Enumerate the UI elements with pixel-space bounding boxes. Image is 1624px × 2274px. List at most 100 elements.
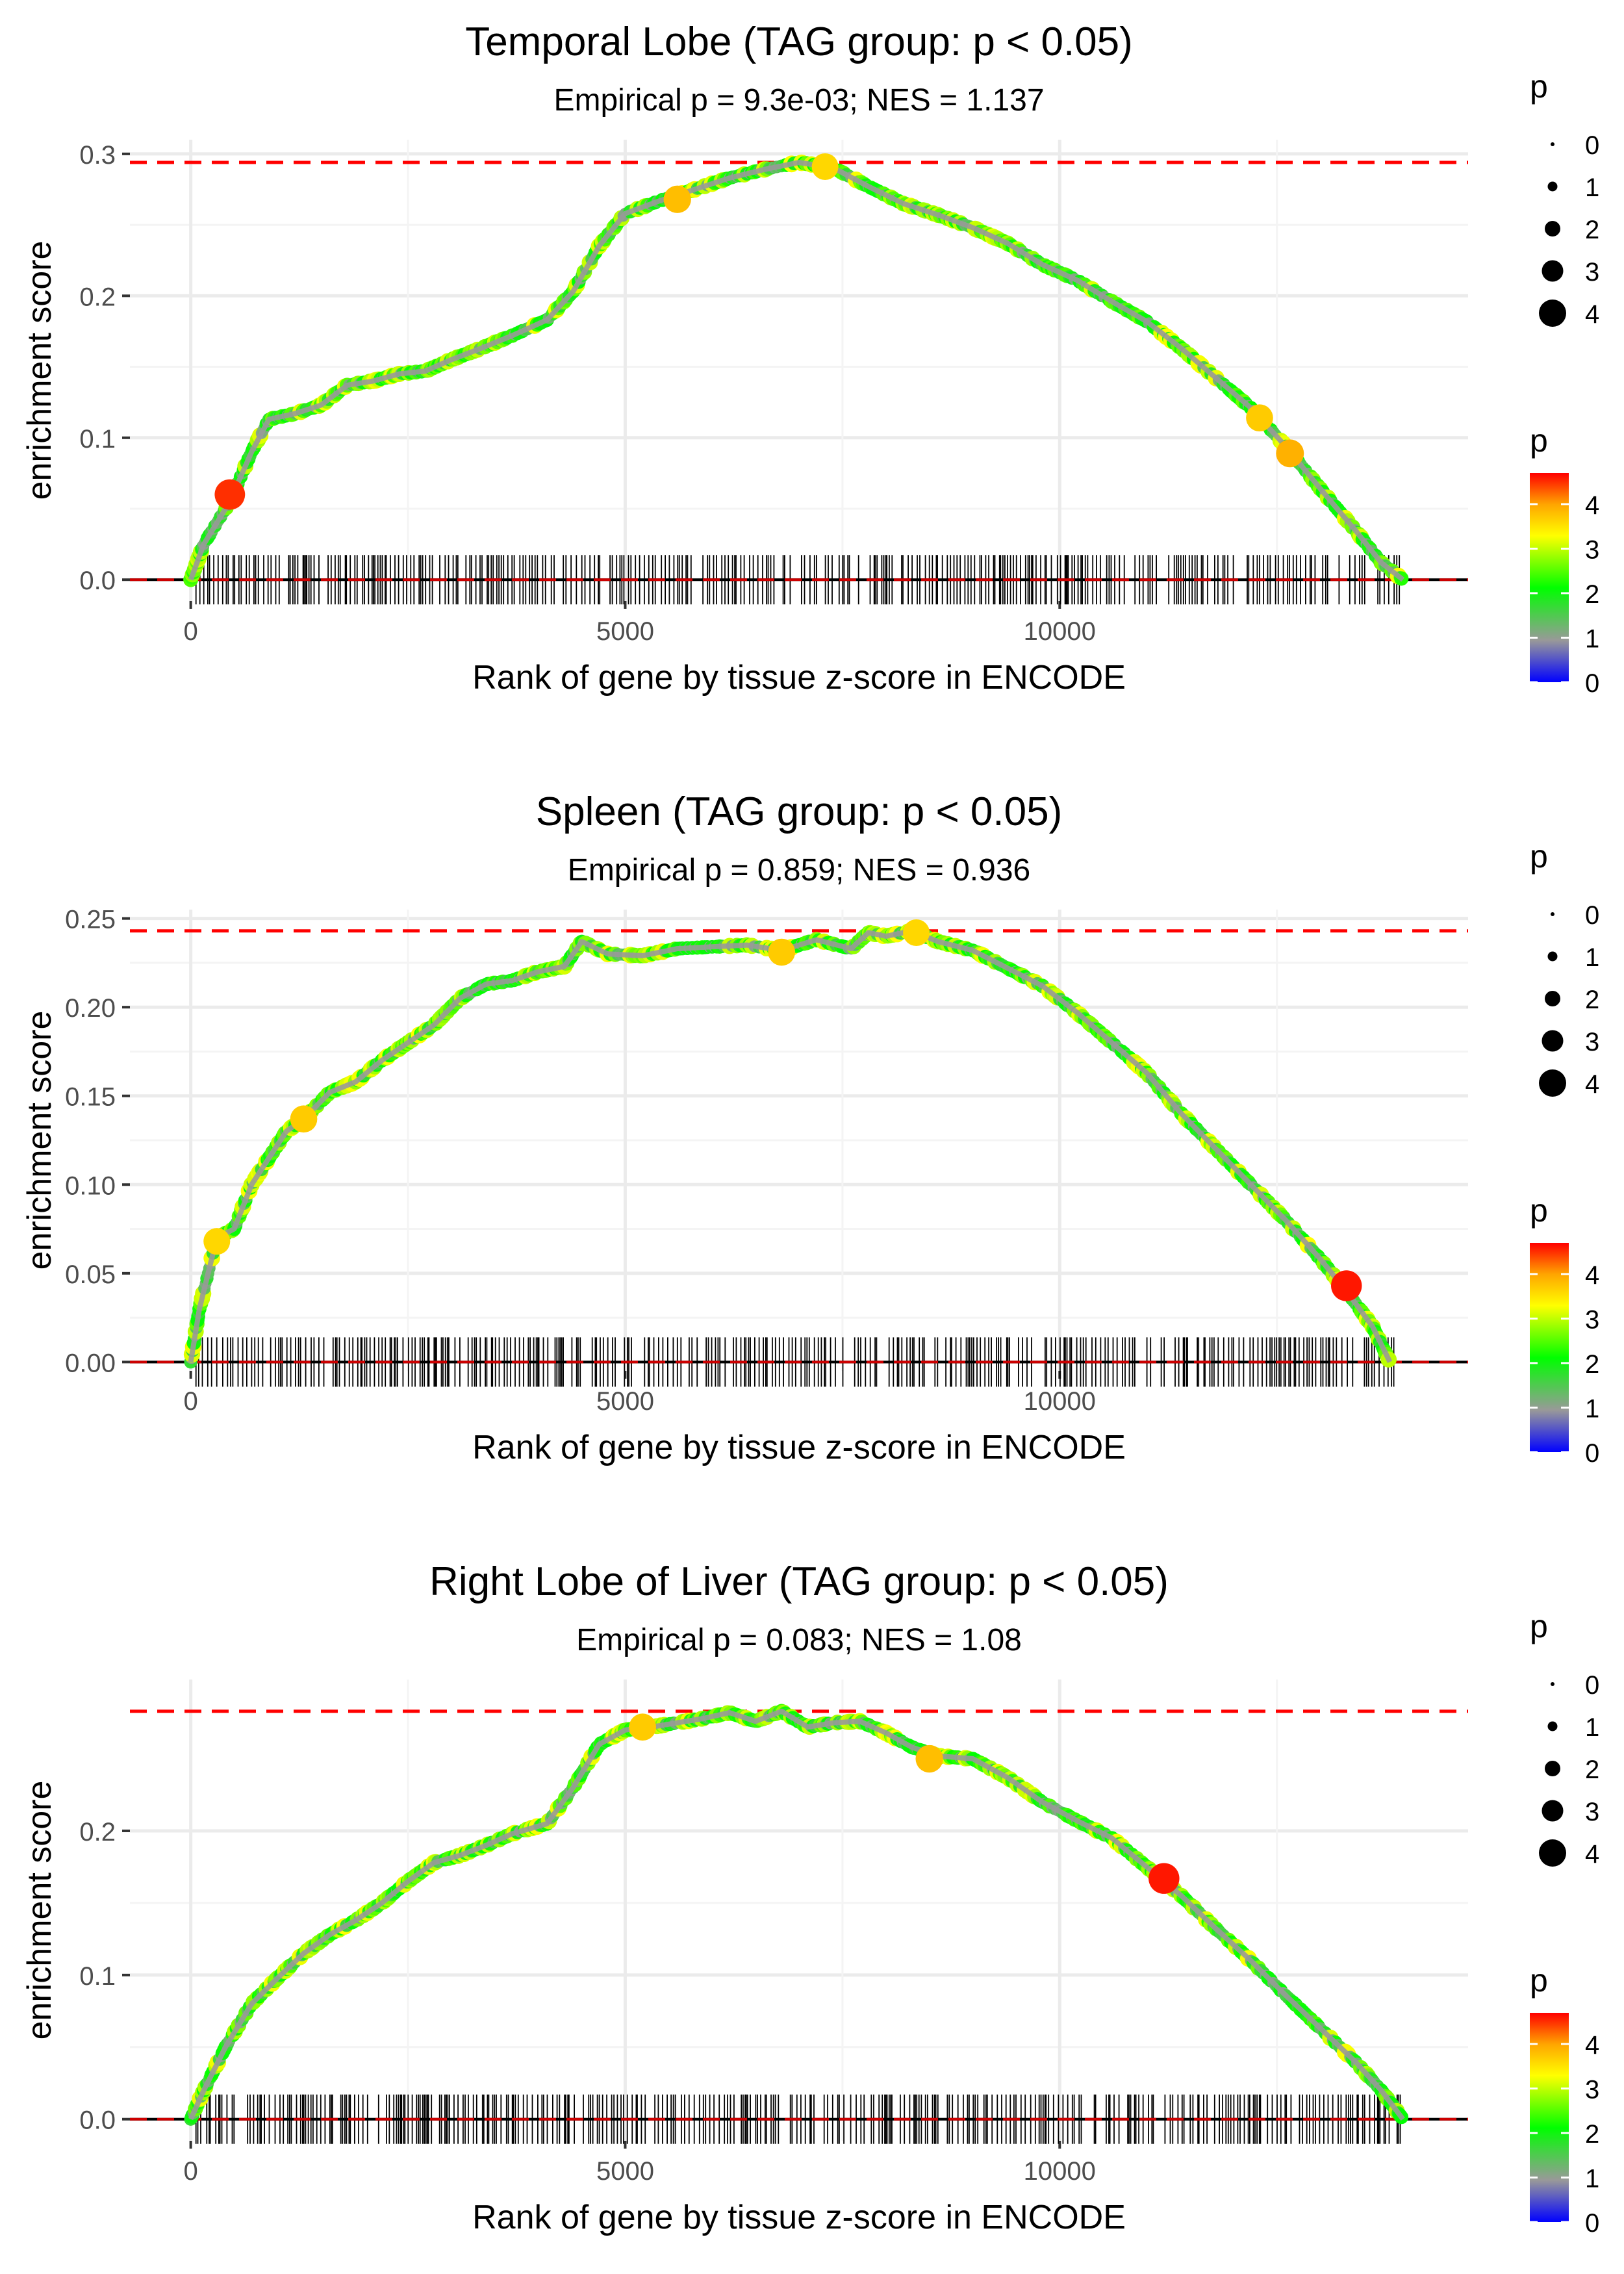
size-legend-label: 2 [1585,986,1599,1014]
curve-points [183,154,1409,587]
color-legend-label: 2 [1585,2120,1599,2149]
size-legend-dot [1551,142,1554,146]
size-legend-dot [1547,951,1558,962]
size-legend-dot [1542,260,1564,282]
y-tick-label: 0.1 [79,425,116,454]
size-legend: p 0 1 2 3 4 [1530,838,1599,1099]
size-legend: p 0 1 2 3 4 [1530,1608,1599,1869]
color-legend-title: p [1530,422,1548,459]
size-legend-label: 3 [1585,1028,1599,1056]
size-legend-title: p [1530,838,1548,875]
x-tick-label: 10000 [1024,1387,1096,1416]
highlight-point [663,185,691,213]
highlight-point [811,153,839,181]
size-legend-dot [1547,1721,1558,1731]
highlight-point [1331,1270,1362,1301]
size-legend-dot [1545,991,1560,1006]
enrichment-curve [188,928,1393,1364]
size-legend-label: 4 [1585,300,1599,329]
size-legend-label: 1 [1585,1713,1599,1742]
color-legend-label: 2 [1585,1350,1599,1379]
x-axis-label: Rank of gene by tissue z-score in ENCODE [472,659,1126,696]
color-legend-label: 3 [1585,1305,1599,1334]
x-tick-label: 0 [184,1387,198,1416]
size-legend-dot [1542,1030,1564,1052]
highlight-point [903,919,930,947]
y-axis-label: enrichment score [21,241,58,500]
color-legend-bar [1530,1243,1569,1452]
y-tick-label: 0.15 [65,1083,116,1112]
y-axis-label: enrichment score [21,1781,58,2040]
x-axis-label: Rank of gene by tissue z-score in ENCODE [472,2199,1126,2236]
x-tick-label: 5000 [596,1387,654,1416]
color-legend-label: 1 [1585,2164,1599,2193]
y-tick-label: 0.0 [79,567,116,595]
size-legend-label: 0 [1585,901,1599,930]
highlight-point [1246,404,1273,432]
highlight-point [629,1713,657,1741]
size-legend-label: 0 [1585,131,1599,160]
size-legend-dot [1539,1069,1566,1097]
y-tick-label: 0.3 [79,141,116,170]
x-tick-label: 0 [184,617,198,646]
size-legend-dot [1545,1761,1560,1776]
color-legend-label: 4 [1585,1261,1599,1290]
y-tick-label: 0.20 [65,994,116,1023]
grid [130,1680,1468,2141]
color-legend-label: 1 [1585,1394,1599,1423]
highlight-point [290,1105,318,1133]
size-legend-label: 3 [1585,1798,1599,1826]
y-tick-label: 0.25 [65,906,116,934]
size-legend-label: 4 [1585,1070,1599,1099]
color-legend-label: 0 [1585,1439,1599,1468]
chart-subtitle: Empirical p = 0.859; NES = 0.936 [568,853,1030,888]
size-legend: p 0 1 2 3 4 [1530,68,1599,329]
x-axis-label: Rank of gene by tissue z-score in ENCODE [472,1429,1126,1466]
highlight-point [1276,439,1304,468]
x-tick-label: 10000 [1024,617,1096,646]
size-legend-label: 2 [1585,1756,1599,1784]
enrichment-curve [188,1708,1405,2121]
size-legend-label: 0 [1585,1671,1599,1700]
grid [130,910,1468,1371]
chart-subtitle: Empirical p = 9.3e-03; NES = 1.137 [553,83,1044,118]
y-tick-label: 0.2 [79,1818,116,1846]
size-legend-dot [1551,1682,1554,1686]
size-legend-label: 3 [1585,258,1599,287]
color-legend-label: 4 [1585,491,1599,520]
enrichment-curve [188,160,1405,582]
highlight-point [203,1228,231,1255]
color-legend-label: 3 [1585,2075,1599,2104]
color-legend-label: 0 [1585,669,1599,698]
color-legend-label: 1 [1585,624,1599,653]
size-legend-dot [1547,181,1558,192]
size-legend-dot [1542,1800,1564,1822]
color-legend: p 4 3 2 1 0 [1530,1192,1599,1468]
y-tick-label: 0.05 [65,1260,116,1289]
color-legend-title: p [1530,1192,1548,1229]
size-legend-dot [1539,1839,1566,1867]
y-tick-label: 0.2 [79,283,116,311]
highlight-point [915,1744,943,1773]
color-legend: p 4 3 2 1 0 [1530,422,1599,698]
size-legend-title: p [1530,68,1548,105]
chart-title: Right Lobe of Liver (TAG group: p < 0.05… [429,1559,1169,1604]
color-legend-label: 3 [1585,535,1599,564]
highlight-point [768,938,796,966]
size-legend-dot [1545,221,1560,236]
x-tick-label: 0 [184,2157,198,2186]
y-axis-label: enrichment score [21,1011,58,1270]
color-legend-label: 4 [1585,2031,1599,2060]
y-tick-label: 0.1 [79,1962,116,1991]
y-tick-label: 0.00 [65,1349,116,1377]
x-tick-label: 5000 [596,617,654,646]
size-legend-dot [1539,300,1566,327]
grid [130,140,1468,601]
color-legend-label: 2 [1585,580,1599,609]
size-legend-label: 2 [1585,216,1599,244]
size-legend-title: p [1530,1608,1548,1644]
highlight-point [1148,1863,1180,1894]
color-legend: p 4 3 2 1 0 [1530,1962,1599,2238]
color-legend-bar [1530,473,1569,682]
